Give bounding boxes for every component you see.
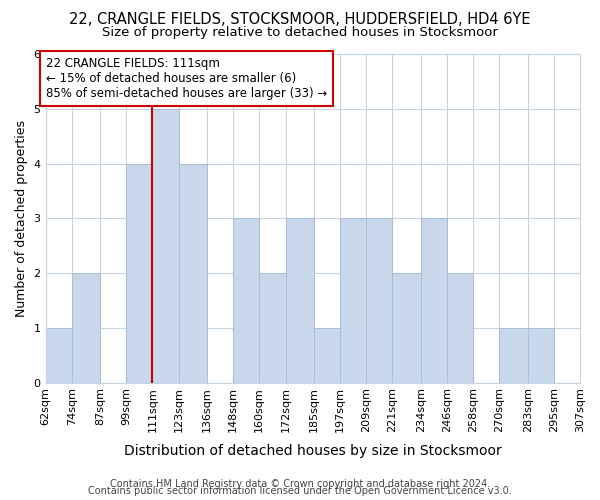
Text: 22, CRANGLE FIELDS, STOCKSMOOR, HUDDERSFIELD, HD4 6YE: 22, CRANGLE FIELDS, STOCKSMOOR, HUDDERSF…	[69, 12, 531, 28]
Bar	[447, 273, 473, 382]
Bar	[314, 328, 340, 382]
Bar	[392, 273, 421, 382]
Text: 22 CRANGLE FIELDS: 111sqm
← 15% of detached houses are smaller (6)
85% of semi-d: 22 CRANGLE FIELDS: 111sqm ← 15% of detac…	[46, 56, 328, 100]
Y-axis label: Number of detached properties: Number of detached properties	[15, 120, 28, 317]
Text: Contains public sector information licensed under the Open Government Licence v3: Contains public sector information licen…	[88, 486, 512, 496]
Bar	[421, 218, 447, 382]
Bar	[46, 328, 72, 382]
Bar	[499, 328, 527, 382]
Bar	[340, 218, 366, 382]
Text: Size of property relative to detached houses in Stocksmoor: Size of property relative to detached ho…	[102, 26, 498, 39]
Bar	[152, 109, 179, 382]
Bar	[366, 218, 392, 382]
Bar	[179, 164, 207, 382]
X-axis label: Distribution of detached houses by size in Stocksmoor: Distribution of detached houses by size …	[124, 444, 502, 458]
Bar	[72, 273, 100, 382]
Bar	[286, 218, 314, 382]
Text: Contains HM Land Registry data © Crown copyright and database right 2024.: Contains HM Land Registry data © Crown c…	[110, 479, 490, 489]
Bar	[259, 273, 286, 382]
Bar	[527, 328, 554, 382]
Bar	[233, 218, 259, 382]
Bar	[126, 164, 152, 382]
